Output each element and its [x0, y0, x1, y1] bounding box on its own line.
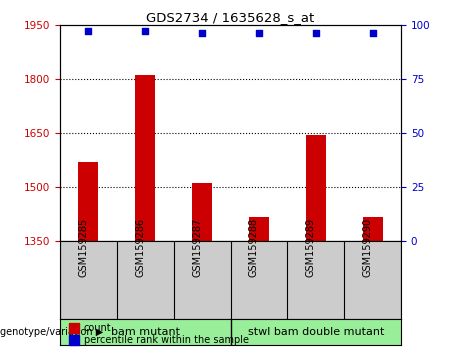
Bar — [230, 319, 401, 345]
Text: GSM159289: GSM159289 — [306, 217, 316, 276]
Text: genotype/variation ▶: genotype/variation ▶ — [0, 327, 103, 337]
Bar — [174, 241, 230, 319]
Bar — [287, 241, 344, 319]
Text: GSM159290: GSM159290 — [363, 217, 372, 276]
Point — [85, 28, 92, 34]
Point — [369, 30, 376, 36]
Text: bam mutant: bam mutant — [111, 327, 180, 337]
Bar — [60, 241, 117, 319]
Text: GSM159287: GSM159287 — [192, 217, 202, 276]
Text: count: count — [84, 323, 112, 333]
Text: GSM159285: GSM159285 — [78, 217, 89, 276]
Point — [312, 30, 319, 36]
Text: percentile rank within the sample: percentile rank within the sample — [84, 335, 249, 345]
Text: GSM159286: GSM159286 — [135, 217, 145, 276]
Bar — [344, 241, 401, 319]
Bar — [135, 75, 155, 241]
Text: GSM159288: GSM159288 — [249, 217, 259, 276]
Bar — [249, 217, 269, 241]
Bar — [60, 319, 230, 345]
Bar — [230, 241, 287, 319]
Text: stwl bam double mutant: stwl bam double mutant — [248, 327, 384, 337]
Point — [255, 30, 263, 36]
Bar — [78, 161, 98, 241]
Point — [198, 30, 206, 36]
Bar — [192, 183, 212, 241]
Title: GDS2734 / 1635628_s_at: GDS2734 / 1635628_s_at — [147, 11, 314, 24]
Bar — [117, 241, 174, 319]
Bar — [363, 217, 383, 241]
Bar — [306, 135, 326, 241]
Point — [142, 28, 149, 34]
